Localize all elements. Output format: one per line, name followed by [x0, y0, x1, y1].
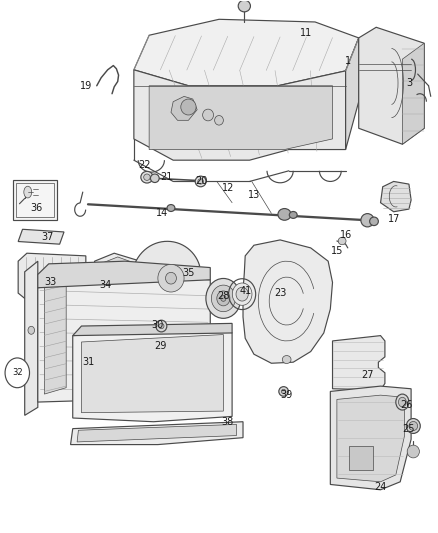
Ellipse shape — [370, 217, 378, 225]
Ellipse shape — [198, 179, 204, 184]
Ellipse shape — [279, 386, 288, 396]
Ellipse shape — [158, 264, 184, 292]
Polygon shape — [337, 395, 405, 482]
Ellipse shape — [212, 285, 235, 312]
Ellipse shape — [232, 283, 252, 305]
Polygon shape — [359, 27, 424, 144]
Text: 3: 3 — [406, 78, 412, 88]
Text: 26: 26 — [401, 400, 413, 410]
Polygon shape — [381, 181, 411, 212]
Ellipse shape — [407, 445, 420, 458]
Text: 11: 11 — [300, 28, 312, 38]
Text: 16: 16 — [339, 230, 352, 240]
Ellipse shape — [399, 397, 406, 407]
Polygon shape — [243, 240, 332, 364]
Ellipse shape — [221, 295, 226, 301]
Text: 38: 38 — [222, 417, 234, 427]
Ellipse shape — [203, 109, 214, 121]
Text: 28: 28 — [217, 290, 230, 301]
Text: 34: 34 — [99, 280, 112, 290]
Ellipse shape — [217, 291, 230, 306]
Ellipse shape — [28, 326, 35, 334]
FancyBboxPatch shape — [13, 180, 57, 220]
Ellipse shape — [396, 394, 409, 410]
Ellipse shape — [181, 99, 196, 115]
Text: 21: 21 — [160, 172, 173, 182]
Text: 33: 33 — [45, 278, 57, 287]
Text: 23: 23 — [274, 288, 286, 298]
Ellipse shape — [278, 208, 291, 220]
Text: 22: 22 — [138, 160, 151, 171]
Ellipse shape — [206, 278, 241, 318]
Polygon shape — [134, 19, 359, 86]
Text: 41: 41 — [239, 286, 251, 296]
Polygon shape — [132, 241, 200, 317]
Ellipse shape — [195, 176, 206, 187]
Text: 24: 24 — [374, 482, 387, 492]
Polygon shape — [18, 253, 86, 298]
Text: 17: 17 — [388, 214, 400, 224]
Text: 37: 37 — [41, 232, 53, 243]
Polygon shape — [25, 261, 38, 415]
Ellipse shape — [238, 0, 251, 12]
Text: 27: 27 — [361, 370, 374, 381]
Ellipse shape — [289, 212, 297, 219]
Text: 29: 29 — [154, 341, 166, 351]
Polygon shape — [44, 281, 66, 394]
Text: 15: 15 — [331, 246, 343, 255]
Polygon shape — [18, 229, 64, 244]
Polygon shape — [77, 424, 237, 442]
Text: 32: 32 — [12, 368, 23, 377]
Ellipse shape — [144, 174, 150, 180]
Text: 12: 12 — [222, 183, 234, 193]
Text: 19: 19 — [80, 81, 92, 91]
Polygon shape — [38, 274, 210, 402]
Ellipse shape — [409, 422, 418, 431]
Polygon shape — [38, 261, 210, 288]
Text: 35: 35 — [182, 268, 194, 278]
Text: 20: 20 — [195, 176, 208, 187]
Ellipse shape — [361, 214, 374, 227]
Polygon shape — [403, 43, 424, 144]
Ellipse shape — [150, 174, 159, 182]
Ellipse shape — [283, 356, 291, 364]
Text: 39: 39 — [281, 390, 293, 400]
Polygon shape — [71, 422, 243, 445]
Polygon shape — [95, 253, 147, 300]
Text: 25: 25 — [403, 424, 415, 434]
Polygon shape — [81, 335, 223, 413]
Ellipse shape — [156, 320, 167, 332]
Polygon shape — [346, 38, 359, 150]
Text: 31: 31 — [82, 357, 94, 367]
Polygon shape — [35, 298, 49, 304]
Polygon shape — [149, 86, 332, 150]
Polygon shape — [134, 70, 346, 160]
Ellipse shape — [338, 237, 346, 245]
Text: 1: 1 — [345, 56, 351, 66]
Circle shape — [5, 358, 29, 387]
Text: 30: 30 — [152, 320, 164, 330]
Polygon shape — [332, 336, 385, 390]
Polygon shape — [330, 386, 411, 490]
Ellipse shape — [159, 324, 164, 329]
Polygon shape — [171, 96, 197, 120]
Ellipse shape — [24, 186, 32, 198]
Text: 13: 13 — [248, 190, 260, 200]
Ellipse shape — [282, 389, 286, 393]
Text: 36: 36 — [30, 203, 42, 213]
Text: 14: 14 — [156, 208, 168, 219]
Ellipse shape — [167, 205, 175, 212]
Ellipse shape — [236, 287, 248, 301]
Polygon shape — [73, 328, 232, 422]
Ellipse shape — [406, 418, 420, 433]
Polygon shape — [100, 257, 144, 292]
Ellipse shape — [215, 116, 223, 125]
Ellipse shape — [141, 171, 153, 183]
Polygon shape — [73, 324, 232, 336]
FancyBboxPatch shape — [349, 446, 373, 470]
Ellipse shape — [166, 272, 177, 284]
